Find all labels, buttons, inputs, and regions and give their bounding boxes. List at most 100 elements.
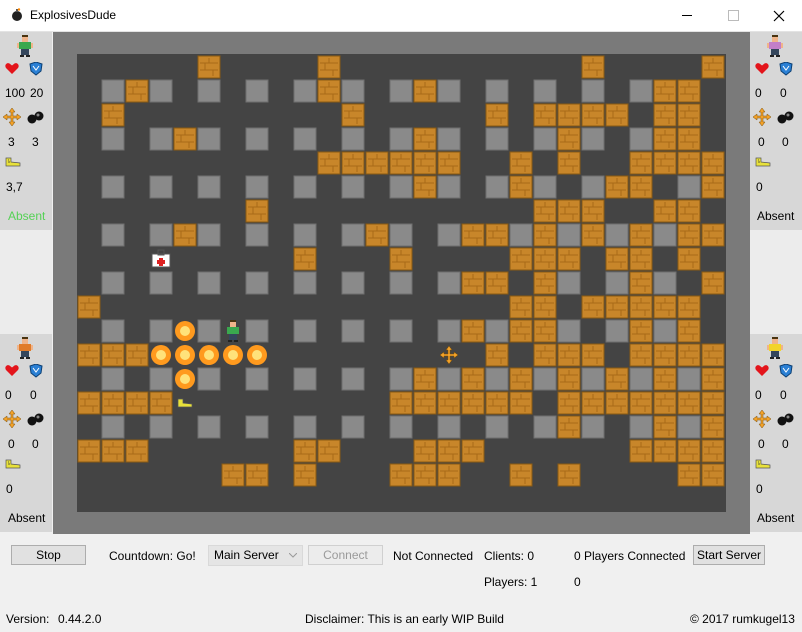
wooden-crate xyxy=(533,271,557,295)
stone-block xyxy=(197,367,221,391)
armor-value: 0 xyxy=(780,388,787,402)
wooden-crate xyxy=(653,343,677,367)
panel-spacer xyxy=(750,230,802,334)
wooden-crate xyxy=(677,223,701,247)
wooden-crate xyxy=(677,103,701,127)
speed-shoe-icon xyxy=(5,459,21,469)
wooden-crate xyxy=(605,247,629,271)
speed-value: 3,7 xyxy=(6,180,23,194)
wooden-crate xyxy=(173,223,197,247)
player-avatar-icon xyxy=(767,35,783,57)
wooden-crate xyxy=(101,343,125,367)
range-pickup-icon xyxy=(439,345,459,365)
server-select[interactable]: Main Server xyxy=(208,545,303,566)
wooden-crate xyxy=(125,391,149,415)
range-arrows-icon xyxy=(2,409,22,429)
wooden-crate xyxy=(77,343,101,367)
stone-block xyxy=(533,127,557,151)
stone-block xyxy=(101,127,125,151)
stone-block xyxy=(293,415,317,439)
stone-block xyxy=(389,271,413,295)
wooden-crate xyxy=(461,223,485,247)
wooden-crate xyxy=(605,391,629,415)
lives-value: 0 xyxy=(755,86,762,100)
wooden-crate xyxy=(293,463,317,487)
wooden-crate xyxy=(557,199,581,223)
wooden-crate xyxy=(509,247,533,271)
wooden-crate xyxy=(557,127,581,151)
bombs-value: 0 xyxy=(32,437,39,451)
stop-button[interactable]: Stop xyxy=(11,545,86,565)
stone-block xyxy=(389,175,413,199)
lives-value: 0 xyxy=(5,388,12,402)
stone-block xyxy=(485,367,509,391)
speed-value: 0 xyxy=(756,180,763,194)
wooden-crate xyxy=(653,79,677,103)
health-pickup-icon xyxy=(151,249,171,268)
wooden-crate xyxy=(389,391,413,415)
stone-block xyxy=(341,175,365,199)
stone-block xyxy=(149,271,173,295)
wooden-crate xyxy=(701,391,725,415)
minimize-button[interactable] xyxy=(664,0,710,31)
game-board[interactable] xyxy=(53,32,750,534)
maximize-icon xyxy=(727,10,739,21)
wooden-crate xyxy=(413,439,437,463)
wooden-crate xyxy=(101,391,125,415)
wooden-crate xyxy=(677,391,701,415)
wooden-crate xyxy=(629,223,653,247)
wooden-crate xyxy=(581,103,605,127)
stone-block xyxy=(245,127,269,151)
close-button[interactable] xyxy=(756,0,802,31)
wooden-crate xyxy=(293,439,317,463)
wooden-crate xyxy=(461,367,485,391)
wooden-crate xyxy=(629,343,653,367)
connect-button[interactable]: Connect xyxy=(308,545,383,565)
panel-spacer xyxy=(0,230,52,334)
version-value: 0.44.2.0 xyxy=(58,612,102,626)
wooden-crate xyxy=(149,391,173,415)
range-value: 3 xyxy=(8,135,15,149)
player-panel-bottom-left: 0 0 0 0 0 Absent xyxy=(0,334,52,532)
start-server-button[interactable]: Start Server xyxy=(693,545,765,565)
stone-block xyxy=(437,127,461,151)
stone-block xyxy=(581,127,605,151)
wooden-crate xyxy=(413,391,437,415)
title-bar: ExplosivesDude xyxy=(0,0,802,32)
player-avatar-icon xyxy=(767,337,783,359)
wooden-crate xyxy=(605,175,629,199)
wooden-crate xyxy=(677,127,701,151)
wooden-crate xyxy=(125,439,149,463)
wooden-crate xyxy=(485,103,509,127)
maximize-button[interactable] xyxy=(710,0,756,31)
wooden-crate xyxy=(701,223,725,247)
stone-block xyxy=(149,223,173,247)
wooden-crate xyxy=(125,79,149,103)
range-arrows-icon xyxy=(2,107,22,127)
stone-block xyxy=(341,367,365,391)
stone-block xyxy=(149,127,173,151)
copyright: © 2017 rumkugel13 xyxy=(690,612,795,626)
stone-block xyxy=(389,127,413,151)
stone-block xyxy=(629,127,653,151)
wooden-crate xyxy=(677,199,701,223)
wooden-crate xyxy=(653,391,677,415)
stone-block xyxy=(677,415,701,439)
stone-block xyxy=(341,223,365,247)
stone-block xyxy=(197,175,221,199)
zero-count: 0 xyxy=(574,575,581,589)
stone-block xyxy=(341,415,365,439)
heart-icon xyxy=(5,365,19,376)
wooden-crate xyxy=(389,247,413,271)
wooden-crate xyxy=(509,391,533,415)
wooden-crate xyxy=(77,295,101,319)
wooden-crate xyxy=(245,463,269,487)
stone-block xyxy=(437,271,461,295)
stone-block xyxy=(245,271,269,295)
speed-shoe-pickup-icon xyxy=(177,398,193,408)
stone-block xyxy=(485,79,509,103)
wooden-crate xyxy=(317,151,341,175)
wooden-crate xyxy=(677,319,701,343)
wooden-crate xyxy=(461,319,485,343)
server-select-value: Main Server xyxy=(214,548,279,562)
